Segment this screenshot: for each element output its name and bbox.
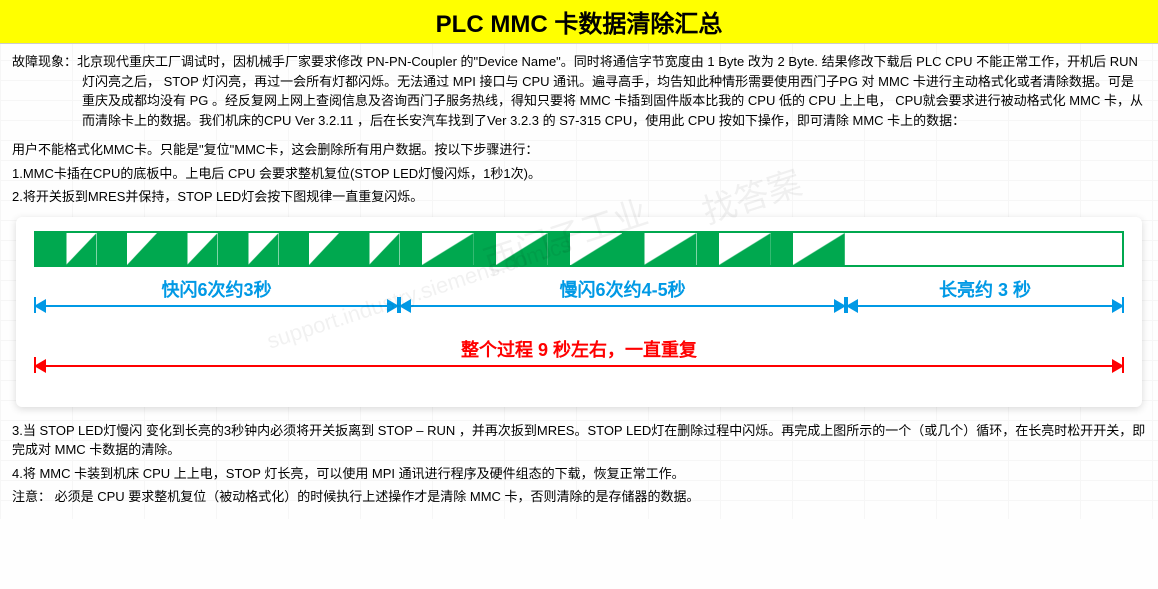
total-bracket-row: 整个过程 9 秒左右，一直重复 xyxy=(34,337,1124,397)
content-body: 故障现象：北京现代重庆工厂调试时，因机械手厂家要求修改 PN-PN-Couple… xyxy=(0,44,1158,519)
led-blink-bar xyxy=(34,231,1124,267)
bracket-line xyxy=(34,305,399,307)
fault-paragraph: 故障现象：北京现代重庆工厂调试时，因机械手厂家要求修改 PN-PN-Couple… xyxy=(12,52,1146,130)
fault-label: 故障现象： xyxy=(12,54,77,69)
step-4: 4.将 MMC 卡装到机床 CPU 上上电，STOP 灯长亮，可以使用 MPI … xyxy=(12,464,1146,484)
bracket-line xyxy=(399,305,846,307)
led-blink-segment xyxy=(622,233,696,265)
steps-intro: 用户不能格式化MMC卡。只能是"复位"MMC卡，这会删除所有用户数据。按以下步骤… xyxy=(12,140,1146,160)
bracket-line xyxy=(34,365,1124,367)
led-blink-segment xyxy=(279,233,340,265)
bracket-label: 快闪6次约3秒 xyxy=(34,277,399,304)
phase-brackets-row: 快闪6次约3秒慢闪6次约4-5秒长亮约 3 秒 xyxy=(34,277,1124,337)
note-line: 注意： 必须是 CPU 要求整机复位（被动格式化）的时候执行上述操作才是清除 M… xyxy=(12,487,1146,507)
bracket-label: 长亮约 3 秒 xyxy=(846,277,1124,304)
fault-text: 北京现代重庆工厂调试时，因机械手厂家要求修改 PN-PN-Coupler 的"D… xyxy=(77,54,1143,128)
page-title: PLC MMC 卡数据清除汇总 xyxy=(0,0,1158,44)
bracket-line xyxy=(846,305,1124,307)
bracket-label: 慢闪6次约4-5秒 xyxy=(399,277,846,304)
led-blink-segment xyxy=(771,233,845,265)
led-blink-segment xyxy=(400,233,474,265)
led-blink-segment xyxy=(548,233,622,265)
led-blink-segment xyxy=(697,233,771,265)
bracket-label: 整个过程 9 秒左右，一直重复 xyxy=(34,337,1124,364)
led-blink-segment xyxy=(97,233,158,265)
led-blink-segment xyxy=(157,233,218,265)
led-blink-segment xyxy=(474,233,548,265)
step-3: 3.当 STOP LED灯慢闪 变化到长亮的3秒钟内必须将开关扳离到 STOP … xyxy=(12,421,1146,460)
led-blink-segment xyxy=(339,233,400,265)
led-timing-diagram: 快闪6次约3秒慢闪6次约4-5秒长亮约 3 秒 整个过程 9 秒左右，一直重复 xyxy=(16,217,1142,407)
step-2: 2.将开关扳到MRES并保持，STOP LED灯会按下图规律一直重复闪烁。 xyxy=(12,187,1146,207)
step-1: 1.MMC卡插在CPU的底板中。上电后 CPU 会要求整机复位(STOP LED… xyxy=(12,164,1146,184)
led-blink-segment xyxy=(36,233,97,265)
led-blink-segment xyxy=(218,233,279,265)
led-steady-segment xyxy=(845,233,1122,265)
